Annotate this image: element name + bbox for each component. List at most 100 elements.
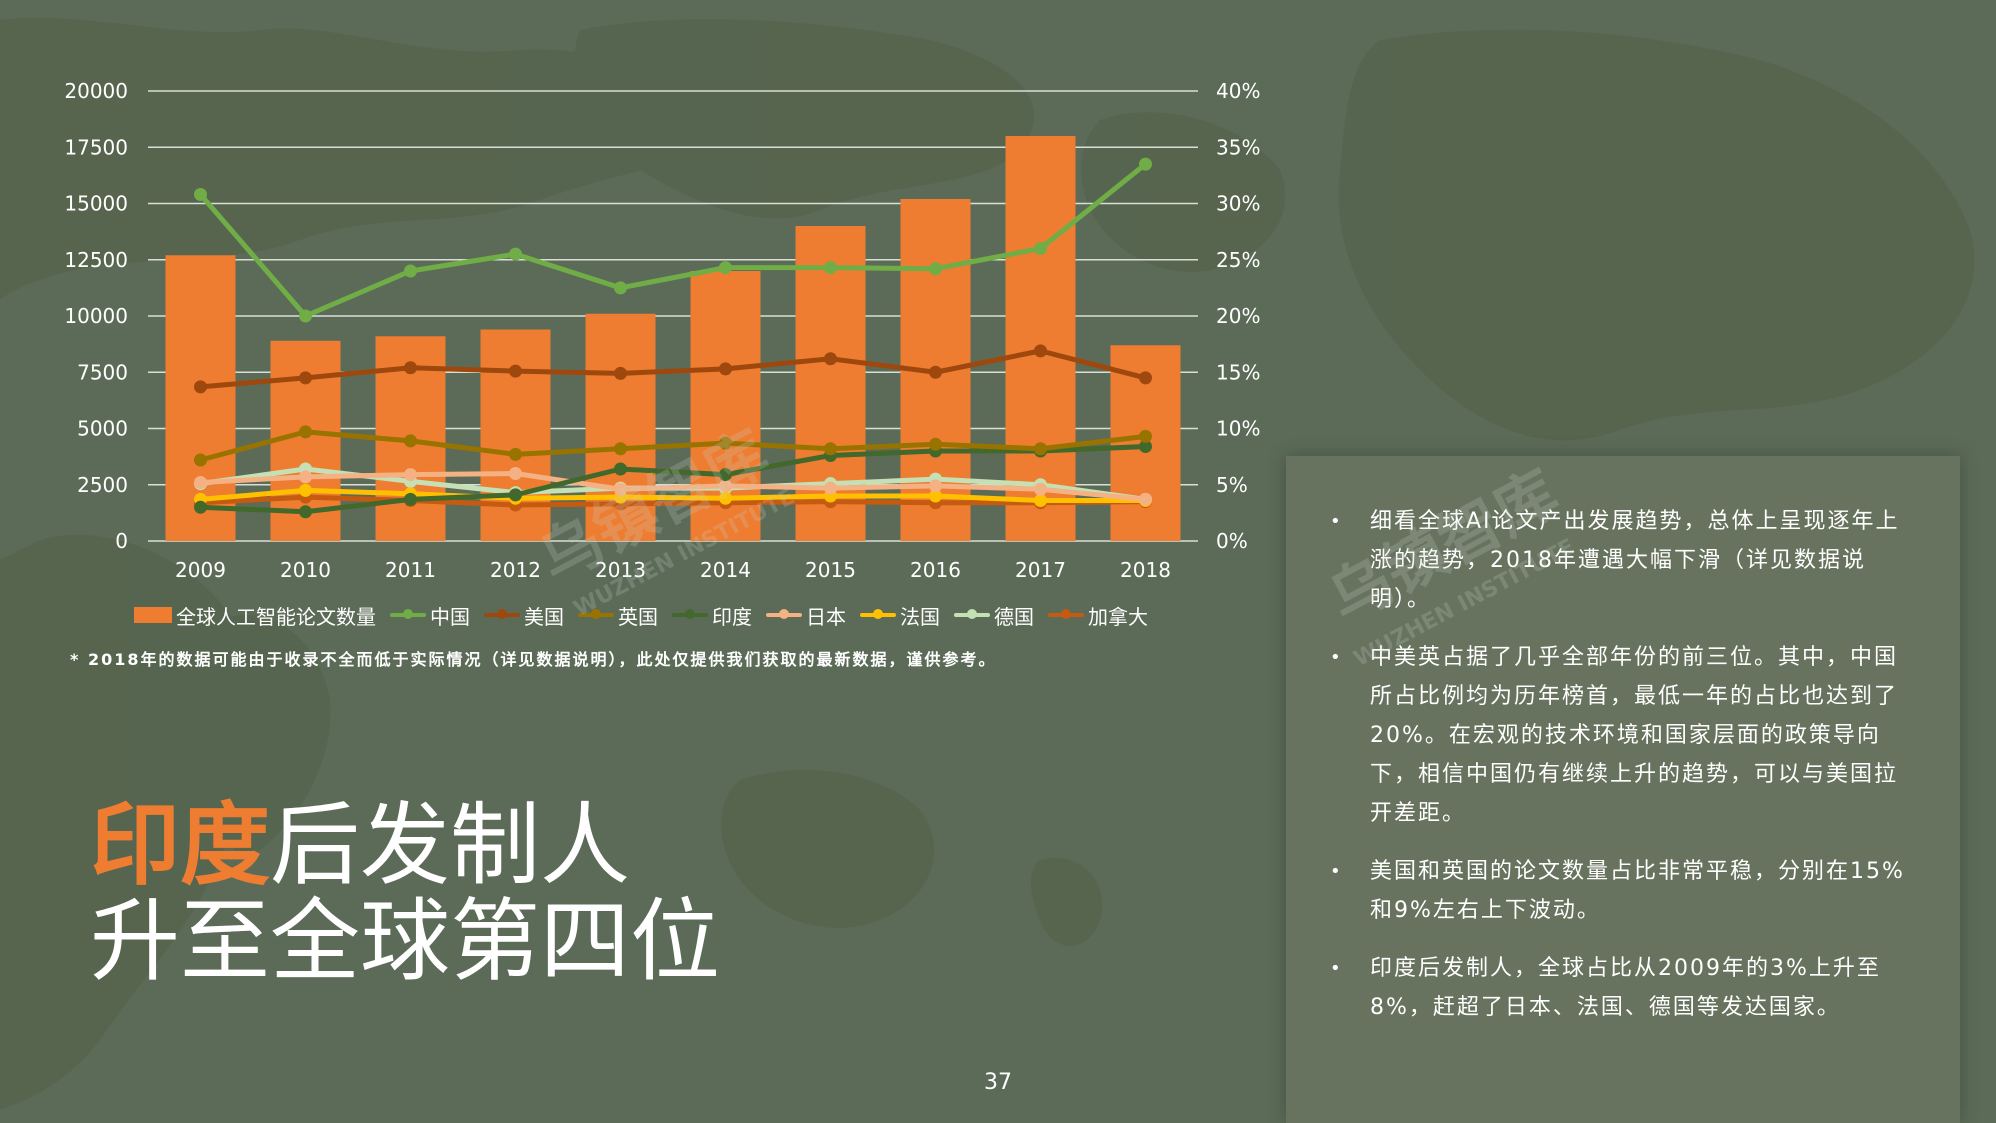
series-line bbox=[200, 487, 1146, 503]
series-point bbox=[509, 247, 522, 261]
x-tick-label: 2011 bbox=[385, 558, 436, 582]
legend-swatch bbox=[578, 609, 614, 619]
legend-label: 英国 bbox=[618, 604, 658, 629]
series-point bbox=[719, 261, 732, 275]
right-axis-ticks: 0% 5% 10% 15% 20% 25% 30% 35% 40% bbox=[1216, 79, 1260, 553]
series-point bbox=[614, 281, 627, 295]
series-point bbox=[509, 364, 522, 378]
right-tick-label: 0% bbox=[1216, 529, 1248, 553]
headline-line-1-rest: 后发制人 bbox=[270, 793, 630, 898]
insight-item: 细看全球AI论文产出发展趋势，总体上呈现逐年上涨的趋势，2018年遭遇大幅下滑（… bbox=[1330, 502, 1910, 619]
series-point bbox=[509, 488, 522, 502]
x-tick-label: 2015 bbox=[805, 558, 856, 582]
series-point bbox=[299, 425, 312, 439]
left-tick-label: 5000 bbox=[77, 417, 128, 441]
x-tick-label: 2016 bbox=[910, 558, 961, 582]
series-point bbox=[509, 447, 522, 461]
legend-label: 印度 bbox=[712, 604, 752, 629]
x-tick-label: 2013 bbox=[595, 558, 646, 582]
legend-label: 全球人工智能论文数量 bbox=[176, 604, 376, 629]
legend-item: 英国 bbox=[578, 601, 658, 630]
series-point bbox=[719, 362, 732, 376]
series-point bbox=[614, 462, 627, 476]
ai-paper-chart: 0 2500 5000 7500 10000 12500 15000 17500 20000 0… bbox=[64, 79, 1260, 582]
series-point bbox=[1034, 482, 1047, 496]
legend-swatch bbox=[484, 609, 520, 619]
series-point bbox=[194, 500, 207, 514]
series-point bbox=[929, 489, 942, 503]
series-point bbox=[1139, 492, 1152, 506]
legend-item: 日本 bbox=[766, 601, 846, 630]
insight-list: 细看全球AI论文产出发展趋势，总体上呈现逐年上涨的趋势，2018年遭遇大幅下滑（… bbox=[1286, 456, 1960, 1027]
right-tick-label: 20% bbox=[1216, 304, 1260, 328]
series-point bbox=[194, 453, 207, 467]
series-point bbox=[1034, 242, 1047, 255]
x-tick-label: 2010 bbox=[280, 558, 331, 582]
line-series-英国 bbox=[194, 425, 1152, 467]
series-point bbox=[719, 468, 732, 482]
left-tick-label: 0 bbox=[115, 529, 128, 553]
left-tick-label: 2500 bbox=[77, 473, 128, 497]
series-point bbox=[719, 491, 732, 505]
series-point bbox=[299, 470, 312, 484]
bar-series bbox=[165, 136, 1181, 541]
series-point bbox=[1139, 429, 1152, 443]
series-point bbox=[194, 476, 207, 489]
insight-item: 中美英占据了几乎全部年份的前三位。其中，中国所占比例均为历年榜首，最低一年的占比… bbox=[1330, 638, 1910, 833]
left-tick-label: 12500 bbox=[64, 248, 128, 272]
legend-swatch bbox=[766, 609, 802, 619]
series-point bbox=[929, 262, 942, 276]
legend-swatch bbox=[1048, 609, 1084, 619]
legend-item: 加拿大 bbox=[1048, 601, 1148, 630]
left-tick-label: 15000 bbox=[64, 192, 128, 216]
x-tick-label: 2014 bbox=[700, 558, 751, 582]
page-number: 37 bbox=[984, 1070, 1012, 1095]
series-point bbox=[929, 479, 942, 493]
series-point bbox=[194, 380, 207, 394]
legend-swatch bbox=[860, 609, 896, 619]
left-axis-ticks: 0 2500 5000 7500 10000 12500 15000 17500 20000 bbox=[64, 79, 128, 553]
headline: 印度后发制人 升至全球第四位 bbox=[90, 798, 720, 990]
series-point bbox=[509, 467, 522, 480]
x-tick-label: 2012 bbox=[490, 558, 541, 582]
series-point bbox=[929, 365, 942, 379]
right-tick-label: 15% bbox=[1216, 360, 1260, 384]
legend-label: 美国 bbox=[524, 604, 564, 629]
legend-item: 美国 bbox=[484, 601, 564, 630]
series-point bbox=[404, 434, 417, 448]
x-tick-label: 2018 bbox=[1120, 558, 1171, 582]
legend-item: 德国 bbox=[954, 601, 1034, 630]
line-series-日本 bbox=[194, 467, 1152, 506]
x-tick-label: 2017 bbox=[1015, 558, 1066, 582]
line-series-中国 bbox=[194, 157, 1152, 323]
series-point bbox=[404, 492, 417, 506]
series-point bbox=[404, 361, 417, 375]
series-point bbox=[614, 482, 627, 496]
series-point bbox=[1034, 442, 1047, 456]
series-point bbox=[194, 188, 207, 201]
series-line bbox=[200, 348, 1147, 390]
series-point bbox=[1034, 344, 1047, 358]
line-series-group bbox=[194, 157, 1152, 519]
series-point bbox=[614, 366, 627, 380]
legend-label: 中国 bbox=[430, 604, 470, 629]
right-tick-label: 25% bbox=[1216, 248, 1260, 272]
series-point bbox=[824, 261, 837, 275]
headline-accent: 印度 bbox=[90, 793, 270, 898]
headline-line-1: 印度后发制人 bbox=[90, 798, 720, 894]
x-tick-label: 2009 bbox=[175, 558, 226, 582]
left-tick-label: 10000 bbox=[64, 304, 128, 328]
series-point bbox=[299, 505, 312, 519]
legend-label: 加拿大 bbox=[1088, 604, 1148, 629]
series-line bbox=[200, 444, 1146, 515]
series-point bbox=[719, 479, 732, 493]
series-point bbox=[1139, 440, 1152, 453]
legend-item: 中国 bbox=[390, 601, 470, 630]
series-point bbox=[299, 309, 312, 323]
right-tick-label: 35% bbox=[1216, 135, 1260, 159]
left-tick-label: 20000 bbox=[64, 79, 128, 103]
series-point bbox=[1139, 371, 1152, 385]
insight-panel: 细看全球AI论文产出发展趋势，总体上呈现逐年上涨的趋势，2018年遭遇大幅下滑（… bbox=[1286, 456, 1960, 1123]
